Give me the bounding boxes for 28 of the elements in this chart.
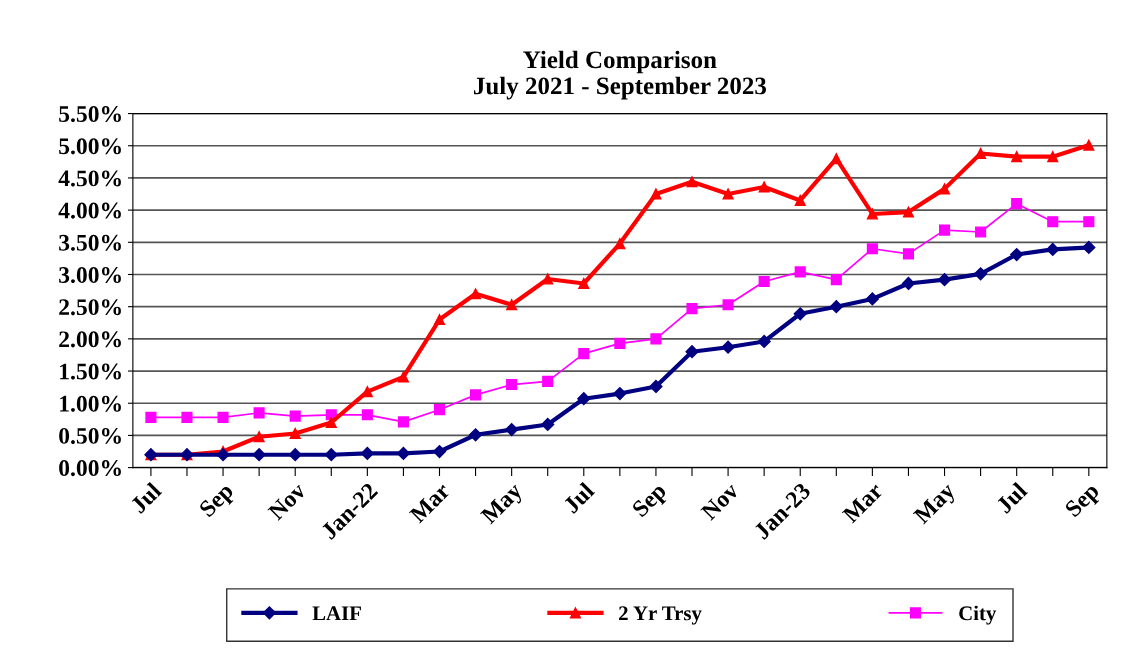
x-tick-label: Nov	[700, 481, 740, 521]
x-tick-label: Sep	[631, 482, 671, 522]
legend-label: City	[959, 605, 997, 625]
x-tick-label: May	[912, 481, 960, 529]
y-tick-label: 5.00%	[59, 138, 121, 155]
y-tick-label: 4.00%	[58, 202, 121, 219]
y-tick-label: 5.50%	[59, 106, 121, 123]
legend-label: 2 Yr Trsy	[619, 606, 702, 625]
y-tick-label: 2.00%	[59, 331, 121, 348]
x-tick-label: Jul	[995, 481, 1029, 515]
y-tick-label: 2.50%	[59, 299, 121, 316]
x-tick-label: May	[480, 481, 527, 529]
x-tick-label: Sep	[198, 482, 238, 522]
y-tick-label: 1.00%	[60, 395, 121, 412]
x-tick-label: Jul	[129, 481, 163, 515]
x-tick-label: Jul	[562, 481, 596, 515]
legend-label: LAIF	[312, 606, 361, 621]
y-tick-label: 1.50%	[60, 363, 121, 380]
x-tick-label: Mar	[408, 481, 451, 524]
x-tick-label: Mar	[841, 481, 884, 524]
y-tick-label: 3.50%	[59, 234, 121, 251]
y-tick-label: 0.50%	[59, 427, 121, 444]
y-tick-label: 0.00%	[59, 460, 121, 477]
x-tick-label: Sep	[1064, 482, 1104, 522]
x-tick-label: Nov	[267, 481, 307, 521]
y-tick-label: 4.50%	[58, 170, 121, 187]
y-tick-label: 3.00%	[59, 266, 121, 284]
chart-title: Yield Comparison July 2021 - September 2023	[473, 50, 766, 100]
